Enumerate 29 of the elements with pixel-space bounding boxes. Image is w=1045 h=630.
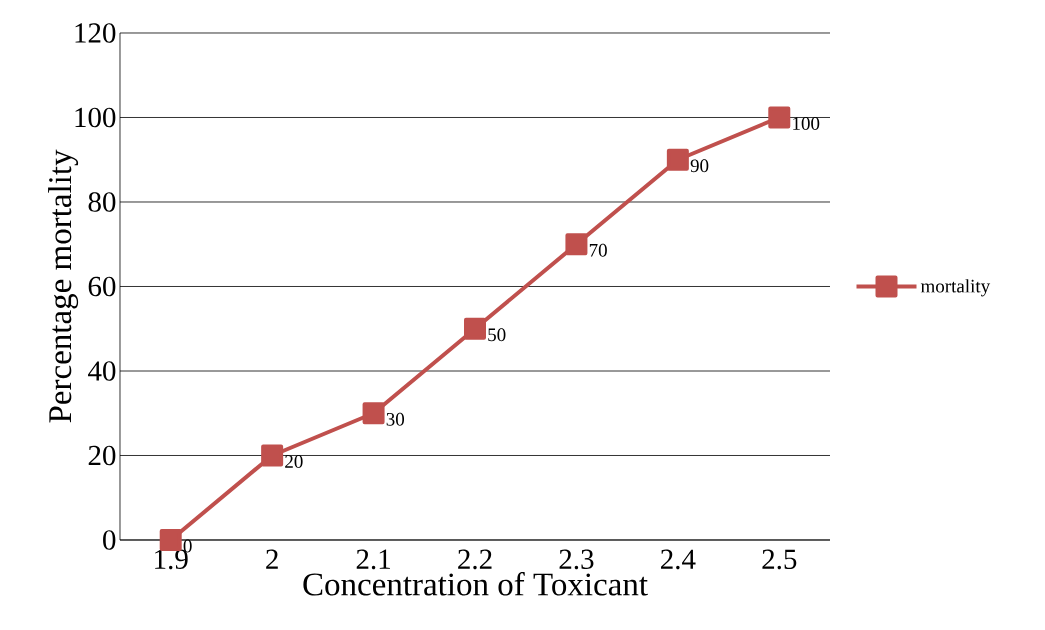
x-axis-title: Concentration of Toxicant [303, 572, 648, 596]
point [666, 148, 689, 171]
x-tick-label: 2.1 [356, 549, 390, 570]
x-tick-label: 2.5 [762, 549, 797, 570]
point [261, 444, 284, 467]
y-tick-label: 20 [88, 445, 116, 466]
y-tick-label: 40 [88, 361, 116, 381]
x-tick-label: 2 [266, 549, 278, 569]
y-tick-label: 80 [88, 192, 116, 212]
point [565, 233, 588, 256]
x-tick-label: 2.2 [458, 549, 492, 570]
y-tick-label: 0 [103, 530, 116, 550]
data-label: 100 [793, 117, 820, 130]
x-tick-label: 2.3 [559, 549, 594, 570]
x-tick-label: 2.4 [661, 549, 696, 570]
data-label: 20 [285, 455, 303, 468]
y-tick-label: 120 [75, 23, 116, 43]
point [362, 402, 385, 425]
y-axis-title: Percentage mortality [48, 149, 79, 423]
data-label: 50 [488, 328, 506, 342]
data-label: 70 [589, 243, 607, 257]
data-label: 90 [690, 159, 709, 173]
point [768, 106, 791, 129]
point [159, 529, 182, 551]
point [464, 317, 486, 340]
data-label: 30 [386, 412, 405, 426]
y-tick-label: 100 [75, 107, 116, 128]
y-tick-label: 60 [88, 276, 116, 297]
legend-label: mortality [920, 279, 991, 297]
